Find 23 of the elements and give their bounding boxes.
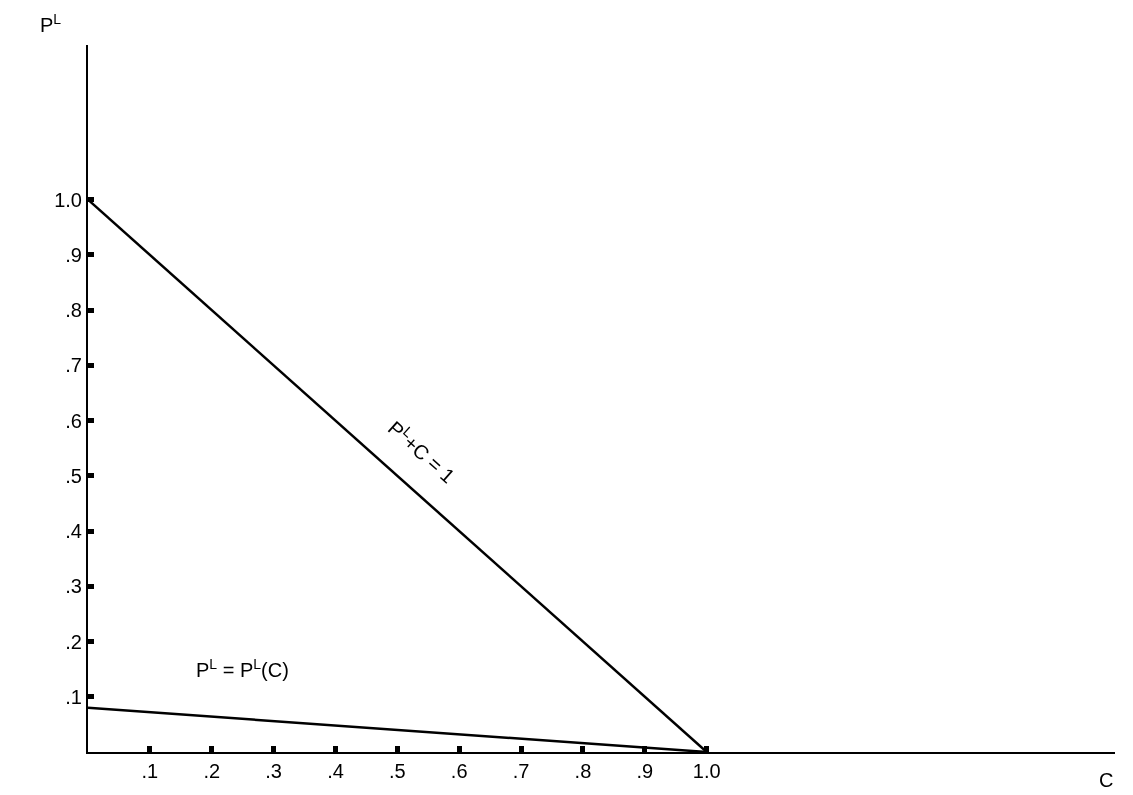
x-tick-label: .8 xyxy=(574,760,592,782)
x-tick-label: .6 xyxy=(450,760,468,782)
y-tick-label: .8 xyxy=(65,299,82,322)
y-tick-label: .2 xyxy=(65,630,82,653)
y-tick-label: .5 xyxy=(65,464,82,487)
y-tick-label: .1 xyxy=(65,685,82,708)
y-tick-label: .6 xyxy=(65,409,82,432)
x-tick-label: .2 xyxy=(203,760,221,782)
x-tick-label: .7 xyxy=(512,760,530,782)
y-tick-label: 1.0 xyxy=(54,188,82,211)
annotation: P$^{L}$ = P$^{L}$(C) xyxy=(196,656,289,682)
y-tick-label: .4 xyxy=(65,520,82,543)
x-tick-label: .3 xyxy=(265,760,282,782)
y-axis-title: P$^{L}$ xyxy=(40,11,62,37)
x-tick-label: .5 xyxy=(389,760,406,782)
x-tick-label: .9 xyxy=(636,760,654,782)
x-tick-label: .4 xyxy=(327,760,344,782)
x-tick-label: .1 xyxy=(141,760,159,782)
x-axis-title: C xyxy=(1099,769,1114,791)
y-tick-label: .9 xyxy=(65,243,82,266)
y-tick-label: .7 xyxy=(65,354,82,377)
x-tick-label: 1.0 xyxy=(692,760,721,782)
y-tick-label: .3 xyxy=(65,575,82,598)
